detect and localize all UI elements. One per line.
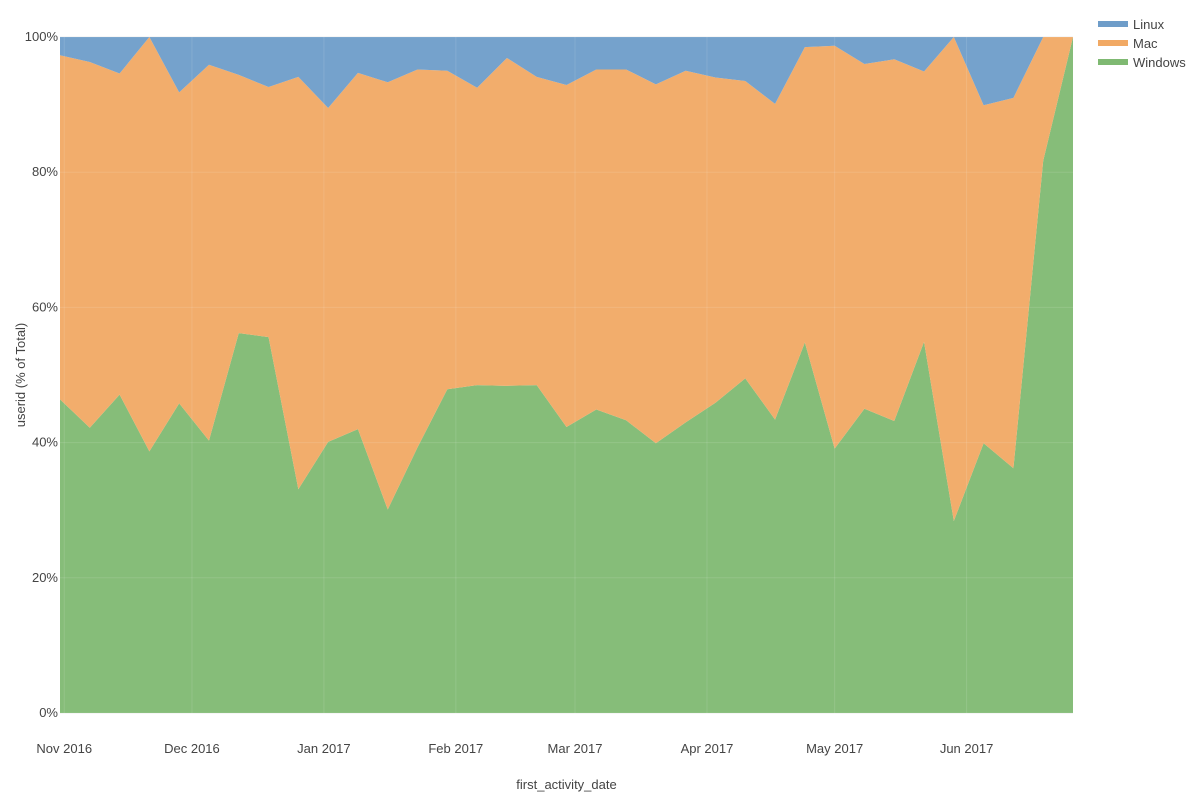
- area-windows: [60, 37, 1073, 713]
- y-tick-label: 20%: [32, 570, 58, 585]
- legend-item-mac[interactable]: Mac: [1098, 36, 1158, 51]
- grid-overlay: [60, 36, 1073, 714]
- y-axis-title: userid (% of Total): [13, 323, 28, 428]
- x-axis-title: first_activity_date: [516, 777, 616, 792]
- legend-item-linux[interactable]: Linux: [1098, 17, 1165, 32]
- x-tick-label: Dec 2016: [164, 741, 220, 756]
- y-tick-label: 100%: [25, 29, 59, 44]
- legend-label: Linux: [1133, 17, 1165, 32]
- area-mac: [60, 37, 1073, 522]
- legend-label: Mac: [1133, 36, 1158, 51]
- y-tick-label: 60%: [32, 299, 58, 314]
- y-tick-label: 80%: [32, 164, 58, 179]
- legend-swatch: [1098, 21, 1128, 27]
- x-axis: Nov 2016 Dec 2016 Jan 2017 Feb 2017 Mar 2017…: [36, 741, 993, 756]
- legend-swatch: [1098, 40, 1128, 46]
- x-tick-label: Nov 2016: [36, 741, 92, 756]
- x-tick-label: Mar 2017: [548, 741, 603, 756]
- x-tick-label: Jun 2017: [940, 741, 994, 756]
- x-tick-label: Jan 2017: [297, 741, 351, 756]
- x-tick-label: Apr 2017: [681, 741, 734, 756]
- y-axis: 0% 20% 40% 60% 80% 100%: [25, 29, 59, 720]
- legend-label: Windows: [1133, 55, 1186, 70]
- legend-item-windows[interactable]: Windows: [1098, 55, 1186, 70]
- y-tick-label: 0%: [39, 705, 58, 720]
- y-tick-label: 40%: [32, 435, 58, 450]
- x-tick-label: May 2017: [806, 741, 863, 756]
- area-layers: [60, 37, 1073, 713]
- legend: Linux Mac Windows: [1098, 17, 1186, 70]
- area-linux: [60, 37, 1073, 108]
- legend-swatch: [1098, 59, 1128, 65]
- x-tick-label: Feb 2017: [428, 741, 483, 756]
